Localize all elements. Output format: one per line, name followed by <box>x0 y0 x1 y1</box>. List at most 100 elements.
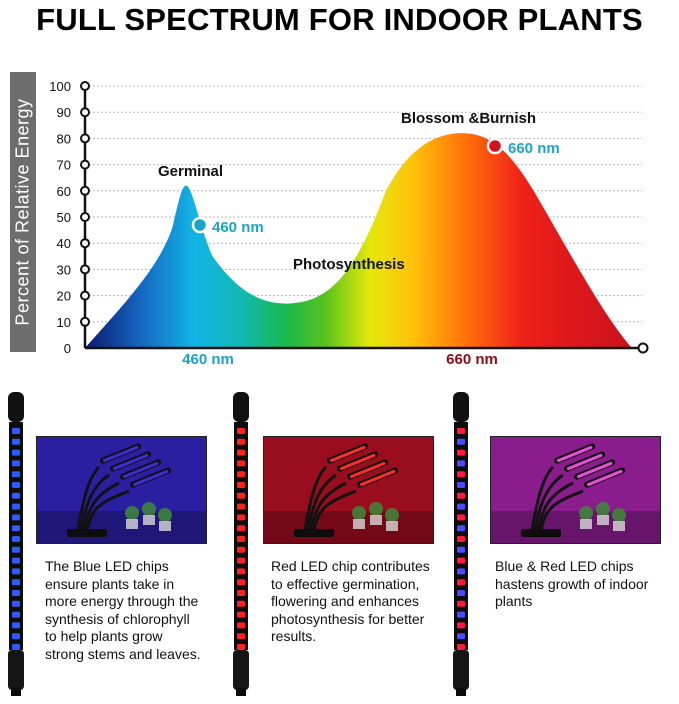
lamp-gooseneck <box>81 481 120 536</box>
lamp-gooseneck <box>532 473 564 536</box>
plant <box>385 508 399 522</box>
y-tick-marker <box>80 238 90 249</box>
y-tick-marker <box>80 316 90 327</box>
y-tick-marker <box>80 133 90 144</box>
strip-foot <box>236 688 246 696</box>
led-chip <box>457 503 465 510</box>
led-chip <box>12 536 20 542</box>
lamp-light <box>132 469 169 487</box>
annotation-blossom: Blossom &Burnish <box>401 110 536 127</box>
caption-line: to effective germination, <box>271 575 420 592</box>
plant <box>352 506 366 520</box>
caption-line: The Blue LED chips <box>45 558 169 574</box>
y-tick-label: 20 <box>57 289 71 304</box>
led-chip <box>12 492 20 499</box>
y-axis-label-box <box>10 72 36 352</box>
led-chip <box>12 514 20 521</box>
caption-line: photosynthesis for better <box>271 610 425 627</box>
led-chip <box>457 449 465 456</box>
lamp-light <box>556 445 593 463</box>
led-chip <box>237 579 245 586</box>
plant-pot <box>613 521 625 531</box>
x-axis-end-marker <box>637 342 649 354</box>
y-tick-marker <box>80 107 90 118</box>
led-chip <box>12 546 20 553</box>
led-chip <box>12 568 20 575</box>
strip-base <box>233 650 249 690</box>
led-chip <box>237 449 245 456</box>
y-axis-ticks: 0 10 20 30 40 50 60 70 80 90 100 <box>49 79 90 356</box>
led-chip <box>457 622 465 629</box>
peak-marker-blue <box>191 216 209 234</box>
led-chip <box>237 438 245 445</box>
lamp-gooseneck <box>308 481 347 536</box>
x-tick-label-460: 460 nm <box>182 351 234 368</box>
strip-foot <box>456 688 466 696</box>
led-chip <box>237 633 245 640</box>
photo-blue-lamp <box>36 436 207 544</box>
led-chip <box>457 600 465 607</box>
y-tick-label: 30 <box>57 262 71 277</box>
caption-blue: The Blue LED chips ensure plants take in… <box>45 558 201 663</box>
lamp-gooseneck <box>311 489 357 536</box>
led-chip <box>237 600 245 607</box>
led-chip <box>237 482 245 488</box>
led-strip-red <box>233 392 249 696</box>
led-chip <box>237 428 245 434</box>
led-chip <box>12 460 20 467</box>
caption-mixed: Blue & Red LED chips hastens growth of i… <box>495 558 648 611</box>
led-chip <box>457 644 465 650</box>
peak-label-red: 660 nm <box>508 140 560 157</box>
y-tick-marker <box>80 212 90 222</box>
led-chip <box>12 600 20 607</box>
photo-table <box>491 511 660 543</box>
led-strip-mixed <box>453 392 469 696</box>
strip-cap-top <box>233 392 249 422</box>
spectrum-chart: 0 10 20 30 40 50 60 70 80 90 100 460 nm 660 nm Ger… <box>49 79 649 368</box>
led-chip <box>12 579 20 586</box>
y-tick-label: 80 <box>57 131 71 146</box>
caption-line: plants <box>495 593 533 609</box>
led-chip <box>12 611 20 618</box>
lamp-light <box>359 469 396 487</box>
annotation-photosynthesis: Photosynthesis <box>293 256 405 273</box>
y-tick-marker <box>80 159 90 170</box>
y-tick-label: 100 <box>49 79 71 94</box>
photo-table <box>264 511 433 543</box>
lamp-light <box>586 469 623 487</box>
led-chip <box>237 590 245 596</box>
lamp-gooseneck <box>538 489 584 536</box>
y-tick-marker <box>80 185 90 196</box>
led-chip <box>12 644 20 650</box>
caption-line: strong stems and leaves. <box>45 645 201 662</box>
led-chip <box>237 503 245 510</box>
led-chip <box>237 622 245 629</box>
peak-marker-red <box>486 137 504 155</box>
plant-pot <box>580 519 592 529</box>
led-chip <box>12 503 20 510</box>
led-chip <box>237 471 245 478</box>
plant-pot <box>353 519 365 529</box>
lamp-gooseneck <box>529 465 555 536</box>
y-tick-label: 70 <box>57 158 71 173</box>
led-chip <box>457 546 465 553</box>
led-chip <box>237 492 245 499</box>
lamp-gooseneck <box>302 465 328 536</box>
page-title: FULL SPECTRUM FOR INDOOR PLANTS <box>36 2 643 37</box>
y-tick-label: 10 <box>57 315 71 330</box>
lamp-clamp <box>521 529 561 537</box>
plant <box>142 502 156 516</box>
lamp-gooseneck <box>305 473 337 536</box>
y-tick-marker <box>80 81 90 91</box>
caption-line: hastens growth of indoor <box>495 575 649 592</box>
lamp-light <box>566 453 603 471</box>
led-chip <box>457 590 465 596</box>
peak-label-blue: 460 nm <box>212 219 264 236</box>
led-chip <box>457 428 465 434</box>
led-chip <box>457 568 465 575</box>
led-chip <box>12 557 20 564</box>
led-chip <box>237 611 245 618</box>
plant <box>125 506 139 520</box>
led-chip <box>457 438 465 445</box>
led-chip <box>237 525 245 532</box>
